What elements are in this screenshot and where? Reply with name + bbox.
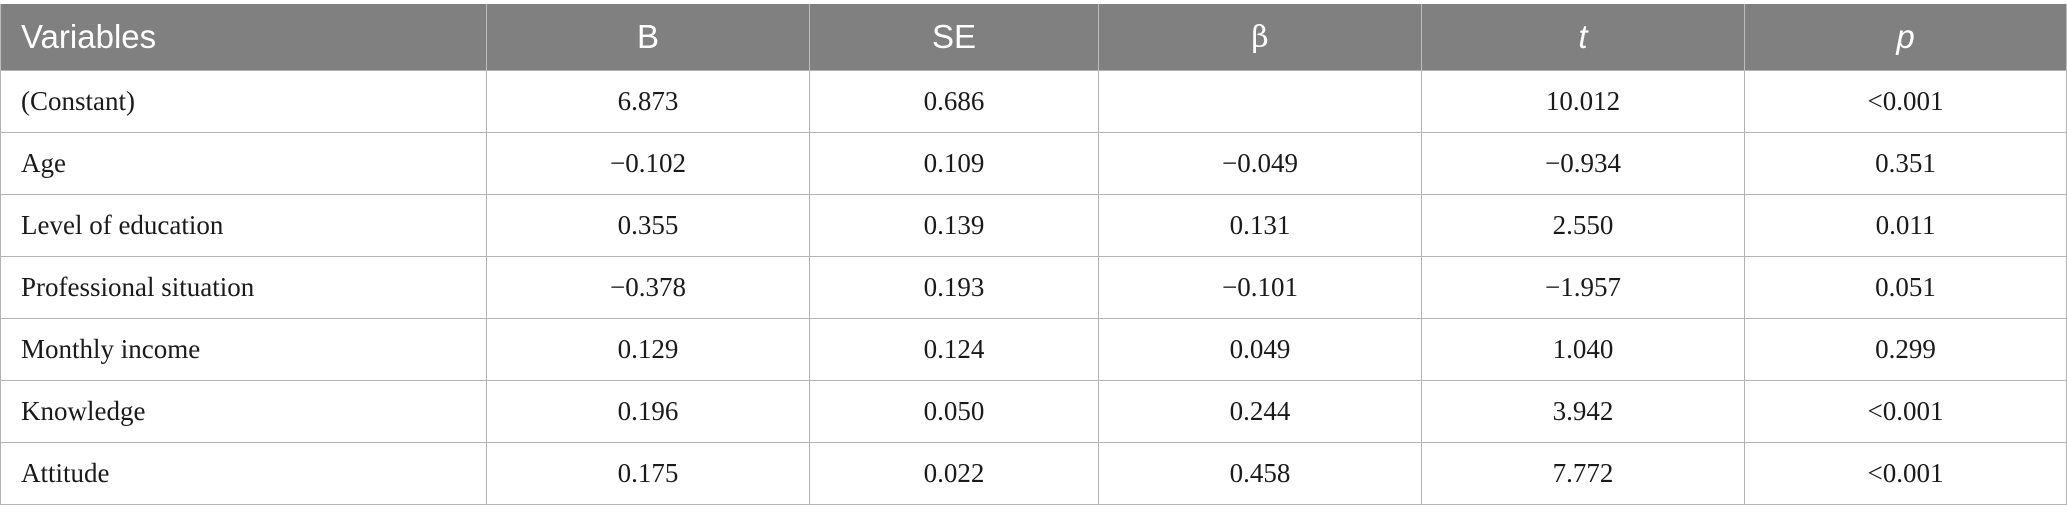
cell-b: −0.378 <box>486 256 810 319</box>
regression-table: Variables B SE β t p (Constant) 6.873 0.… <box>0 4 2067 505</box>
header-t: t <box>1421 4 1745 71</box>
cell-se: 0.022 <box>809 442 1099 505</box>
table-row: Attitude 0.175 0.022 0.458 7.772 <0.001 <box>0 442 2067 505</box>
header-se: SE <box>809 4 1099 71</box>
header-variables: Variables <box>0 4 487 71</box>
variable-name: Monthly income <box>0 318 487 381</box>
cell-p: 0.011 <box>1744 194 2067 257</box>
cell-p: <0.001 <box>1744 442 2067 505</box>
cell-t: 10.012 <box>1421 70 1745 133</box>
cell-se: 0.686 <box>809 70 1099 133</box>
cell-b: 0.196 <box>486 380 810 443</box>
cell-t: 2.550 <box>1421 194 1745 257</box>
variable-name: Age <box>0 132 487 195</box>
cell-t: −1.957 <box>1421 256 1745 319</box>
header-b: B <box>486 4 810 71</box>
header-row: Variables B SE β t p <box>0 4 2067 71</box>
cell-beta: 0.131 <box>1098 194 1422 257</box>
table-row: Professional situation −0.378 0.193 −0.1… <box>0 256 2067 319</box>
cell-b: 0.175 <box>486 442 810 505</box>
cell-p: 0.051 <box>1744 256 2067 319</box>
variable-name: Knowledge <box>0 380 487 443</box>
cell-beta: −0.049 <box>1098 132 1422 195</box>
cell-se: 0.139 <box>809 194 1099 257</box>
cell-beta: 0.049 <box>1098 318 1422 381</box>
header-p: p <box>1744 4 2067 71</box>
cell-p: <0.001 <box>1744 380 2067 443</box>
cell-t: 3.942 <box>1421 380 1745 443</box>
cell-beta: 0.458 <box>1098 442 1422 505</box>
table-row: Monthly income 0.129 0.124 0.049 1.040 0… <box>0 318 2067 381</box>
cell-p: <0.001 <box>1744 70 2067 133</box>
cell-b: 0.355 <box>486 194 810 257</box>
variable-name: Attitude <box>0 442 487 505</box>
variable-name: (Constant) <box>0 70 487 133</box>
cell-beta <box>1098 70 1422 133</box>
cell-se: 0.109 <box>809 132 1099 195</box>
cell-se: 0.193 <box>809 256 1099 319</box>
variable-name: Professional situation <box>0 256 487 319</box>
cell-t: −0.934 <box>1421 132 1745 195</box>
table-body: (Constant) 6.873 0.686 10.012 <0.001 Age… <box>0 70 2067 505</box>
table-row: Level of education 0.355 0.139 0.131 2.5… <box>0 194 2067 257</box>
table-row: Age −0.102 0.109 −0.049 −0.934 0.351 <box>0 132 2067 195</box>
table-row: (Constant) 6.873 0.686 10.012 <0.001 <box>0 70 2067 133</box>
cell-b: −0.102 <box>486 132 810 195</box>
table-row: Knowledge 0.196 0.050 0.244 3.942 <0.001 <box>0 380 2067 443</box>
cell-p: 0.299 <box>1744 318 2067 381</box>
cell-se: 0.050 <box>809 380 1099 443</box>
cell-b: 0.129 <box>486 318 810 381</box>
cell-t: 7.772 <box>1421 442 1745 505</box>
cell-t: 1.040 <box>1421 318 1745 381</box>
cell-beta: −0.101 <box>1098 256 1422 319</box>
cell-beta: 0.244 <box>1098 380 1422 443</box>
cell-p: 0.351 <box>1744 132 2067 195</box>
header-beta: β <box>1098 4 1422 71</box>
cell-se: 0.124 <box>809 318 1099 381</box>
variable-name: Level of education <box>0 194 487 257</box>
cell-b: 6.873 <box>486 70 810 133</box>
table-header: Variables B SE β t p <box>0 4 2067 71</box>
